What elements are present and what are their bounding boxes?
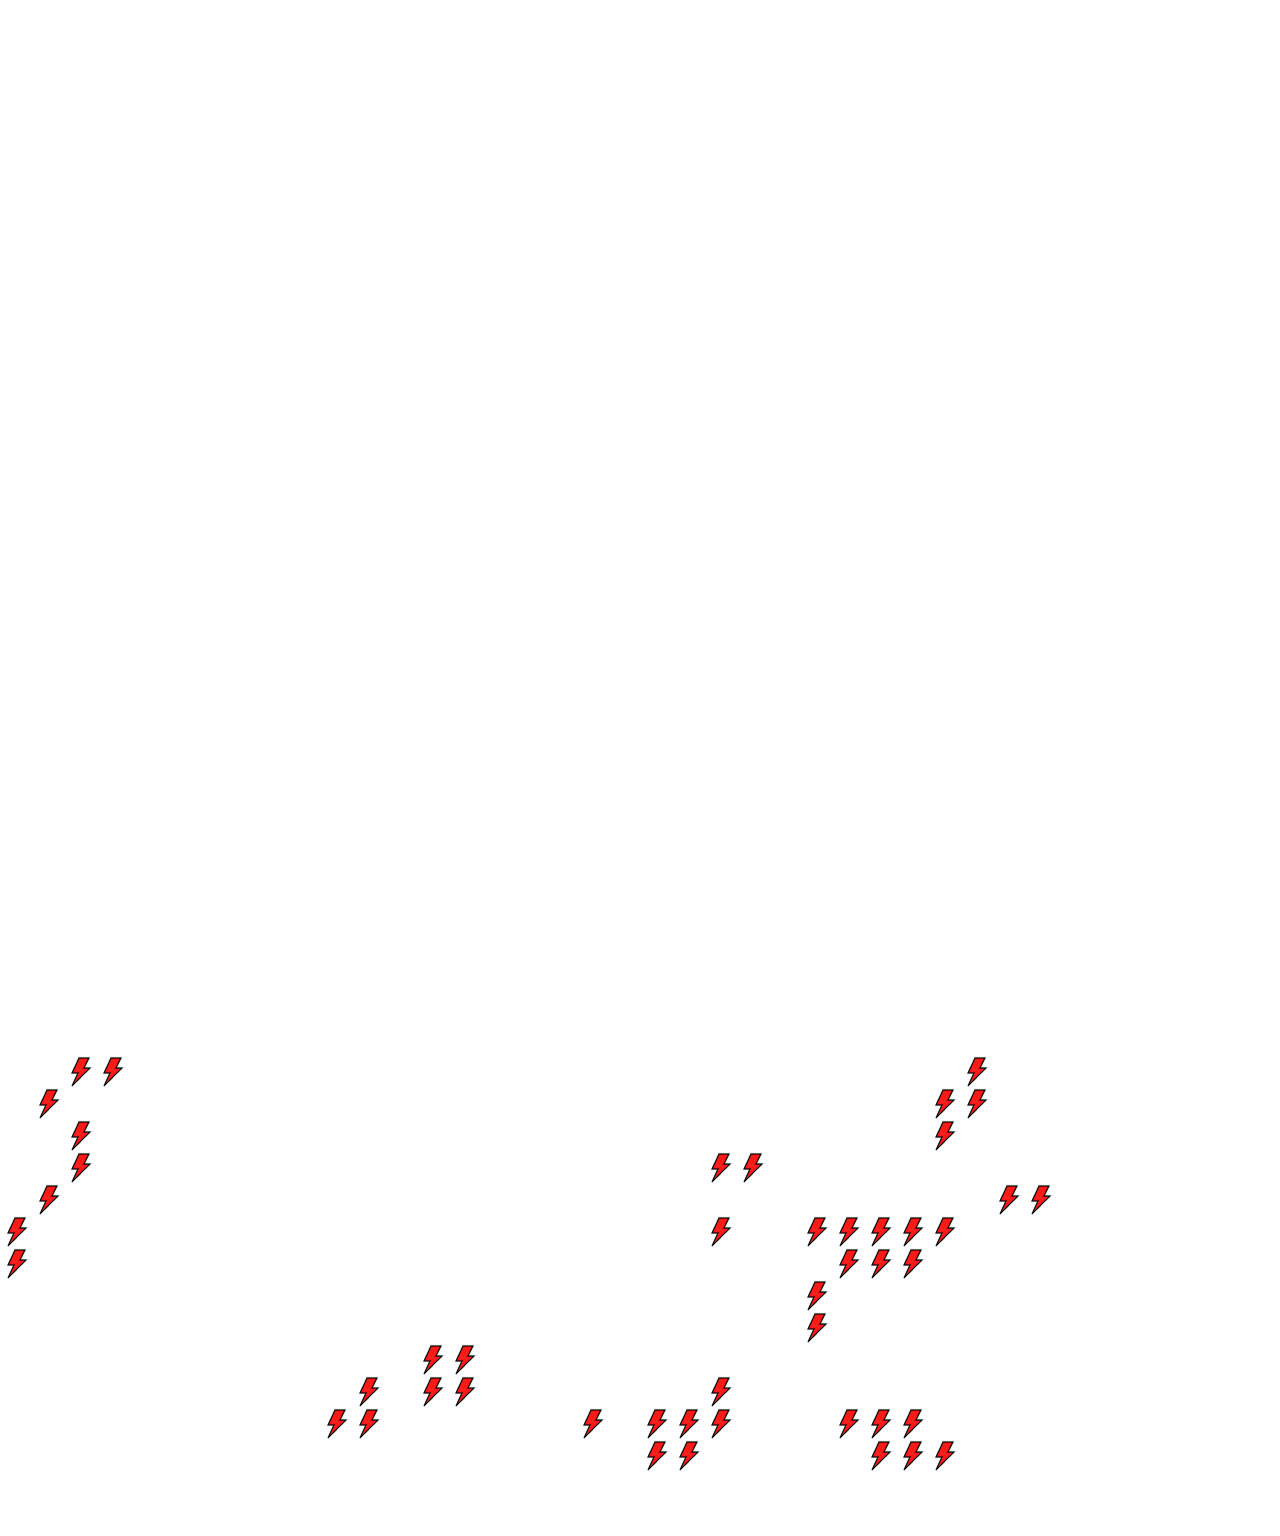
lightning-bolt-icon: [960, 1088, 992, 1120]
lightning-bolt-icon: [320, 1408, 352, 1440]
lightning-bolt-icon: [704, 1408, 736, 1440]
lightning-bolt-icon: [864, 1440, 896, 1472]
lightning-bolt-icon: [704, 1152, 736, 1184]
lightning-bolt-icon: [448, 1376, 480, 1408]
lightning-bolt-icon: [96, 1056, 128, 1088]
lightning-bolt-icon: [800, 1280, 832, 1312]
lightning-bolt-icon: [800, 1312, 832, 1344]
lightning-bolt-icon: [704, 1216, 736, 1248]
lightning-bolt-icon: [864, 1408, 896, 1440]
lightning-bolt-icon: [928, 1120, 960, 1152]
lightning-bolt-icon: [64, 1056, 96, 1088]
lightning-bolt-icon: [928, 1088, 960, 1120]
lightning-bolt-icon: [960, 1056, 992, 1088]
lightning-bolt-icon: [32, 1088, 64, 1120]
lightning-bolt-icon: [992, 1184, 1024, 1216]
lightning-bolt-icon: [416, 1376, 448, 1408]
lightning-bolt-icon: [640, 1440, 672, 1472]
lightning-bolt-icon: [704, 1376, 736, 1408]
lightning-bolt-icon: [832, 1408, 864, 1440]
lightning-bolt-icon: [448, 1344, 480, 1376]
lightning-bolt-icon: [864, 1248, 896, 1280]
lightning-bolt-icon: [0, 1216, 32, 1248]
lightning-bolt-icon: [896, 1216, 928, 1248]
lightning-bolt-icon: [672, 1440, 704, 1472]
lightning-bolt-icon: [672, 1408, 704, 1440]
lightning-bolt-icon: [64, 1152, 96, 1184]
lightning-bolt-icon: [832, 1216, 864, 1248]
lightning-bolt-icon: [928, 1440, 960, 1472]
lightning-bolt-icon: [640, 1408, 672, 1440]
lightning-bolt-icon: [864, 1216, 896, 1248]
lightning-bolt-icon: [896, 1408, 928, 1440]
lightning-bolt-icon: [416, 1344, 448, 1376]
lightning-bolt-icon: [832, 1248, 864, 1280]
lightning-bolt-icon: [64, 1120, 96, 1152]
lightning-bolt-icon: [1024, 1184, 1056, 1216]
lightning-bolt-icon: [800, 1216, 832, 1248]
lightning-bolt-icon: [0, 1248, 32, 1280]
lightning-bolt-icon: [736, 1152, 768, 1184]
lightning-bolt-icon: [352, 1376, 384, 1408]
lightning-bolt-icon: [352, 1408, 384, 1440]
lightning-bolt-icon: [32, 1184, 64, 1216]
lightning-bolt-icon: [896, 1248, 928, 1280]
lightning-bolt-icon: [896, 1440, 928, 1472]
lightning-bolt-icon: [928, 1216, 960, 1248]
lightning-bolt-icon: [576, 1408, 608, 1440]
